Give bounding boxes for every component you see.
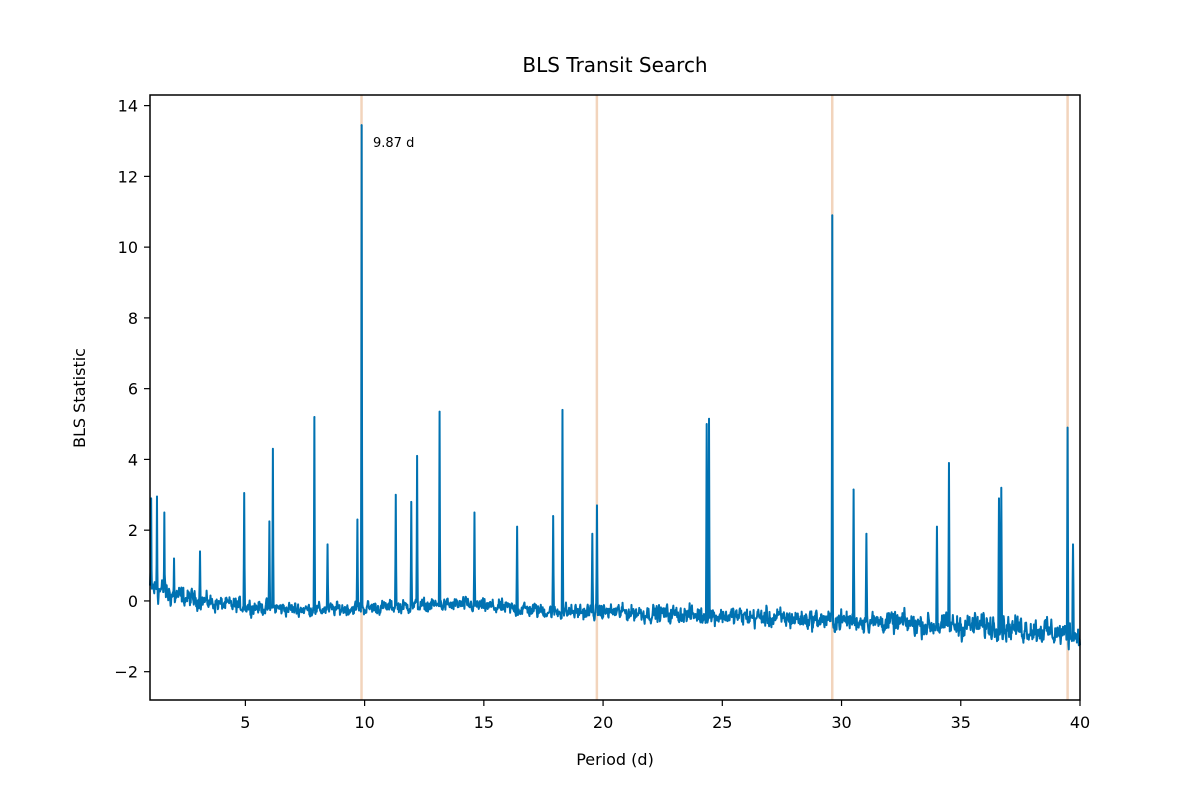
peak-point [268,520,271,523]
y-tick-label: 12 [118,167,138,186]
peak-point [150,497,152,500]
peak-point [936,525,938,528]
peak-point [326,543,329,546]
peak-point [360,124,363,126]
y-tick-label: 8 [128,309,138,328]
peak-point [1000,486,1003,489]
peak-point [243,492,245,494]
peak-point [156,495,158,498]
peak-point [1066,426,1069,429]
peak-point [561,409,564,411]
peak-point [591,532,594,535]
peak-point [516,525,519,528]
x-tick-label: 40 [1070,713,1090,732]
peak-point [356,518,359,521]
x-axis-title: Period (d) [576,750,654,769]
peak-point [852,488,855,491]
peak-point [865,532,868,535]
peak-point [199,550,201,553]
peak-point [163,511,166,514]
y-tick-label: 0 [128,592,138,611]
y-tick-label: 2 [128,521,138,540]
x-tick-label: 5 [240,713,250,732]
x-axis: 5 10 15 20 25 30 35 40 [240,700,1090,732]
y-tick-label: −2 [114,663,138,682]
y-tick-label: 4 [128,450,138,469]
peak-point [410,501,412,503]
peak-point [1072,543,1074,546]
x-tick-label: 10 [354,713,374,732]
chart-title: BLS Transit Search [522,53,707,77]
x-tick-label: 15 [474,713,494,732]
peak-point [438,410,441,413]
peak-point [272,448,274,450]
y-tick-label: 10 [118,238,138,257]
plot-frame [149,94,1081,701]
series-line-bls-power [149,124,1081,651]
peak-point [416,455,418,457]
peak-point [552,515,554,517]
peak-point [394,493,397,496]
y-axis: −2 0 2 4 6 8 10 12 14 [114,97,150,682]
series-group [149,124,1081,651]
y-tick-label: 14 [118,97,138,116]
y-axis-title: BLS Statistic [70,348,89,448]
peak-point [173,557,175,560]
peak-point [596,504,598,507]
x-tick-label: 35 [951,713,971,732]
peak-point [831,214,834,217]
peak-point [706,423,708,425]
peak-point [708,417,710,420]
peak-point [473,511,476,514]
x-tick-label: 30 [831,713,851,732]
peak-annotation: 9.87 d [373,136,414,151]
x-tick-label: 25 [712,713,732,732]
x-tick-label: 20 [593,713,613,732]
peak-point [313,416,316,418]
peak-point [948,462,950,464]
peak-point [998,497,1000,500]
y-tick-label: 6 [128,380,138,399]
